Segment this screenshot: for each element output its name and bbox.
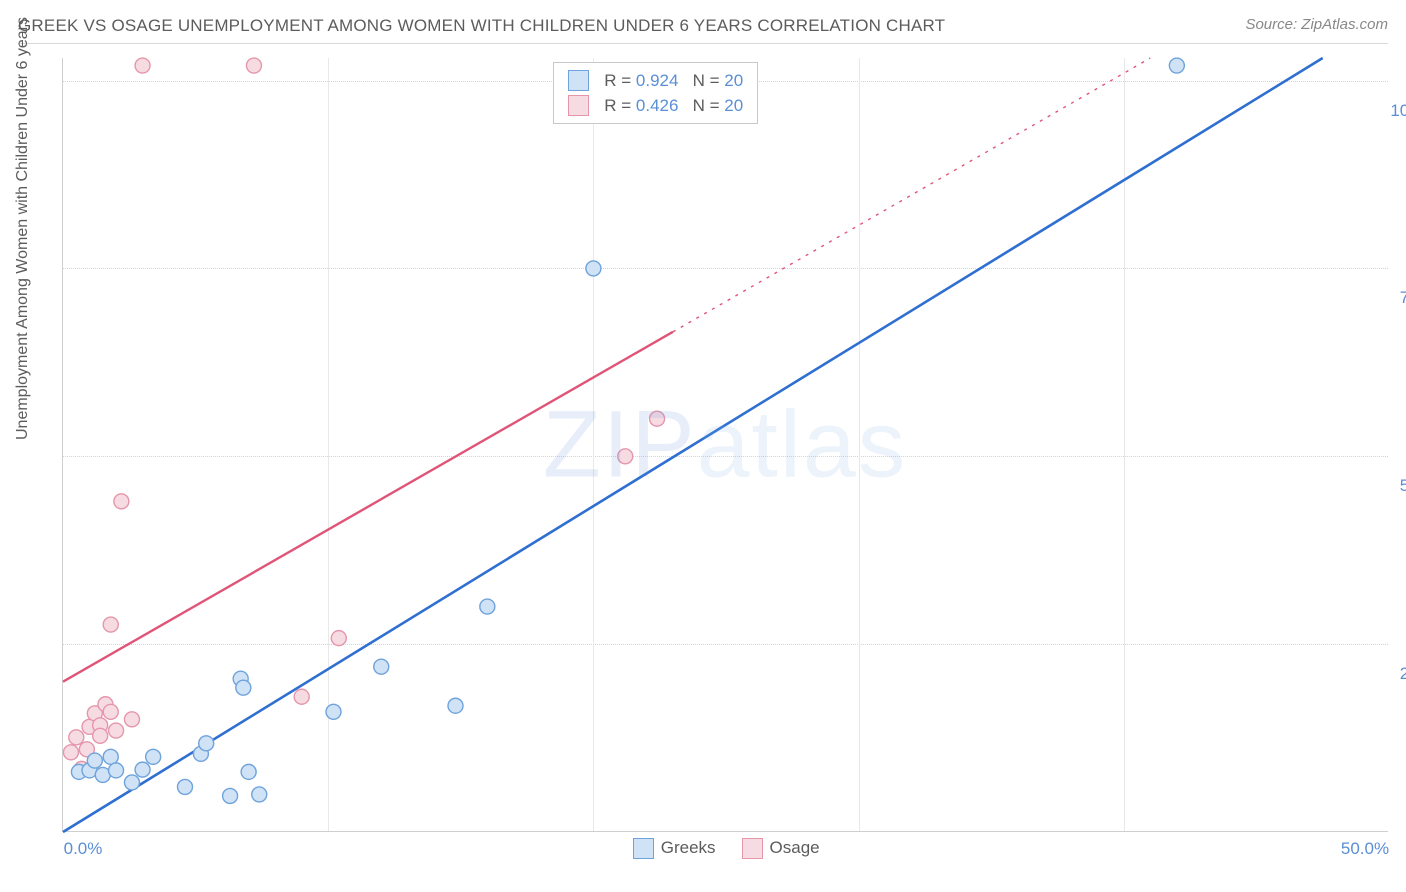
legend-label: Osage	[770, 838, 820, 857]
chart-area: 25.0%50.0%75.0%100.0%0.0%50.0%GreeksOsag…	[62, 58, 1388, 832]
legend-swatch	[742, 838, 763, 859]
data-point-osage	[650, 411, 665, 426]
data-point-osage	[103, 617, 118, 632]
data-point-osage	[109, 723, 124, 738]
data-point-osage	[135, 58, 150, 73]
data-point-greeks	[109, 763, 124, 778]
data-point-greeks	[241, 764, 256, 779]
legend-item-osage: Osage	[742, 838, 820, 859]
y-tick-label: 50.0%	[1400, 476, 1406, 496]
legend-item-greeks: Greeks	[633, 838, 716, 859]
data-point-osage	[93, 728, 108, 743]
y-tick-label: 100.0%	[1390, 101, 1406, 121]
data-point-osage	[63, 745, 78, 760]
legend-top: R = 0.924 N = 20R = 0.426 N = 20	[553, 62, 758, 124]
legend-bottom: Greeks Osage	[633, 838, 820, 859]
y-tick-label: 75.0%	[1400, 288, 1406, 308]
data-point-osage	[331, 631, 346, 646]
data-point-greeks	[124, 775, 139, 790]
data-point-greeks	[448, 698, 463, 713]
legend-stats: R = 0.426 N = 20	[604, 93, 743, 118]
data-point-osage	[69, 730, 84, 745]
data-point-greeks	[586, 261, 601, 276]
regression-line-greeks	[63, 58, 1323, 832]
data-point-osage	[618, 449, 633, 464]
data-point-greeks	[480, 599, 495, 614]
y-tick-label: 25.0%	[1400, 664, 1406, 684]
data-point-osage	[294, 689, 309, 704]
data-point-osage	[124, 712, 139, 727]
data-point-osage	[114, 494, 129, 509]
legend-swatch	[633, 838, 654, 859]
source-attribution: Source: ZipAtlas.com	[1245, 16, 1388, 33]
legend-top-row-osage: R = 0.426 N = 20	[568, 93, 743, 118]
legend-stats: R = 0.924 N = 20	[604, 68, 743, 93]
x-tick-label: 0.0%	[64, 839, 103, 859]
data-point-osage	[103, 704, 118, 719]
data-point-osage	[246, 58, 261, 73]
data-point-greeks	[1169, 58, 1184, 73]
x-tick-label: 50.0%	[1341, 839, 1389, 859]
regression-line-osage	[63, 332, 673, 682]
data-point-greeks	[326, 704, 341, 719]
legend-top-row-greeks: R = 0.924 N = 20	[568, 68, 743, 93]
data-point-greeks	[236, 680, 251, 695]
chart-svg	[63, 58, 1389, 832]
data-point-greeks	[374, 659, 389, 674]
legend-label: Greeks	[661, 838, 716, 857]
data-point-greeks	[87, 753, 102, 768]
data-point-greeks	[103, 749, 118, 764]
data-point-greeks	[135, 762, 150, 777]
data-point-greeks	[252, 787, 267, 802]
data-point-greeks	[146, 749, 161, 764]
legend-swatch	[568, 95, 589, 116]
legend-swatch	[568, 70, 589, 91]
page-title: GREEK VS OSAGE UNEMPLOYMENT AMONG WOMEN …	[18, 16, 945, 35]
data-point-greeks	[223, 788, 238, 803]
data-point-greeks	[199, 736, 214, 751]
data-point-greeks	[177, 779, 192, 794]
y-axis-label: Unemployment Among Women with Children U…	[14, 17, 32, 440]
